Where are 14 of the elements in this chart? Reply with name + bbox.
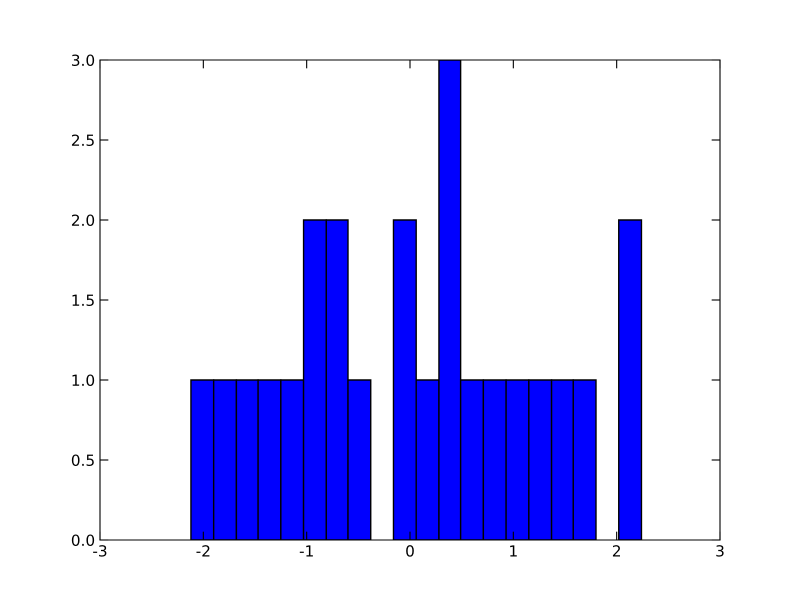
x-tick-label: 3 [716,545,724,557]
x-tick-label: -3 [93,545,106,557]
x-tick-label: 0 [406,545,414,557]
y-tick-label: 1.5 [72,294,94,306]
y-tick-label: 2.0 [72,214,94,226]
y-tick-label: 1.0 [72,374,94,386]
x-tick-label: -1 [300,545,313,556]
y-tick-label: 0.0 [72,534,94,546]
y-tick-label: 0.5 [72,454,94,466]
x-tick-label: 1 [510,545,517,556]
x-tick-label: 2 [612,545,620,556]
y-tick-label: 2.5 [72,134,94,146]
x-tick-label: -2 [196,545,210,556]
y-tick-label: 3.0 [72,54,94,66]
